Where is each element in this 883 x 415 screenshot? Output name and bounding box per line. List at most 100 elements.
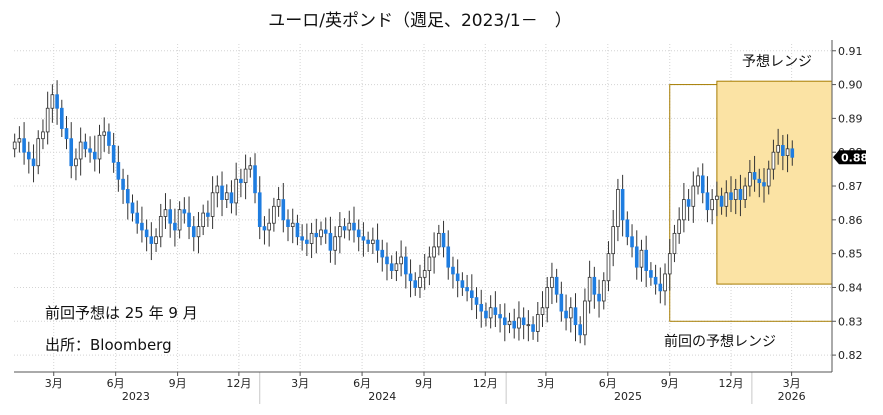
candle-body-down (262, 226, 267, 231)
candle-body-up (418, 276, 422, 288)
candle-body-down (83, 141, 88, 150)
candle-body-down (757, 178, 762, 184)
candle (644, 235, 648, 288)
candle (366, 231, 370, 252)
candle (592, 266, 597, 309)
candle-body-down (206, 212, 210, 217)
candle-body-down (531, 324, 535, 332)
candle-body-down (469, 290, 474, 299)
candle (328, 216, 333, 263)
candle-body-down (64, 128, 69, 140)
candle-body-down (253, 165, 257, 194)
candle-body-up (733, 189, 738, 200)
candle (215, 175, 220, 208)
candle (158, 203, 163, 248)
candle-body-down (521, 317, 526, 326)
candle (187, 196, 191, 240)
x-tick-label: 3月 (537, 377, 555, 390)
x-tick-label: 3月 (783, 377, 801, 390)
candle (163, 193, 168, 229)
candle-body-up (771, 151, 776, 170)
candle-body-up (507, 320, 512, 326)
candle (64, 116, 69, 150)
candle-body-up (766, 168, 771, 187)
candle (229, 180, 234, 214)
candle (88, 136, 92, 163)
candle (573, 293, 578, 342)
candle (781, 134, 785, 171)
candle-body-down (592, 276, 597, 295)
candle (766, 160, 771, 195)
candle-body-down (281, 199, 286, 221)
candle-body-up (338, 226, 342, 238)
candle (653, 264, 658, 295)
candle-body-down (385, 256, 389, 265)
candle-body-down (700, 175, 705, 194)
candle-body-up (672, 232, 677, 255)
candle-body-up (224, 192, 229, 200)
year-label: 2026 (778, 390, 806, 403)
candle-body-down (630, 236, 634, 248)
candle-body-down (144, 229, 149, 238)
candle-body-down (446, 246, 451, 268)
candle-body-down (257, 192, 262, 227)
candle (107, 123, 111, 154)
candle-body-down (31, 158, 36, 167)
forecast-range-label: 予想レンジ (742, 54, 812, 70)
x-tick-label: 3月 (291, 377, 309, 390)
grid (14, 44, 832, 372)
candle (333, 226, 337, 265)
candle-body-up (606, 253, 611, 282)
candle-body-down (564, 310, 568, 319)
candle (658, 267, 663, 304)
candle-body-down (173, 222, 177, 231)
candle-body-down (356, 229, 361, 238)
candle-body-down (441, 232, 446, 248)
candles (12, 80, 795, 346)
candle (564, 294, 568, 331)
candle-body-up (517, 317, 521, 329)
candle (130, 194, 135, 222)
candle (69, 122, 74, 179)
candle (50, 84, 55, 123)
candle (479, 289, 484, 328)
candle-body-up (371, 239, 375, 244)
candle-body-down (116, 161, 121, 180)
candle (507, 312, 512, 334)
candle-body-down (719, 195, 724, 207)
candle (191, 216, 196, 252)
candle-body-down (314, 232, 319, 238)
previous-forecast-range-label: 前回の予想レンジ (664, 333, 776, 350)
current-value-marker: 0.88 (833, 150, 868, 165)
candle (234, 162, 238, 216)
candle (286, 209, 290, 242)
candle (408, 259, 413, 298)
candle-body-up (248, 165, 253, 170)
current-value-label: 0.88 (841, 151, 868, 164)
candle-body-up (776, 145, 780, 153)
candle (460, 272, 465, 296)
y-tick-label: 0.91 (838, 45, 863, 58)
candle (144, 219, 149, 252)
candle-body-down (559, 293, 564, 312)
candle-body-down (620, 189, 625, 221)
candle-body-up (724, 192, 729, 207)
candle (427, 246, 432, 286)
candle (177, 201, 182, 239)
candle (83, 133, 88, 158)
candle-body-up (639, 249, 644, 268)
candle-body-down (323, 229, 328, 234)
candle (785, 134, 790, 173)
candle (531, 316, 535, 340)
candle-body-up (102, 131, 107, 136)
candle (224, 184, 229, 208)
candle-body-down (361, 236, 366, 241)
candle (239, 168, 243, 198)
candle (300, 224, 304, 251)
x-tick-label: 12月 (226, 377, 251, 390)
y-tick-label: 0.82 (838, 349, 863, 362)
candle-body-up (715, 195, 719, 200)
candle (413, 272, 418, 296)
candle (743, 177, 747, 208)
candle-body-up (74, 158, 78, 167)
